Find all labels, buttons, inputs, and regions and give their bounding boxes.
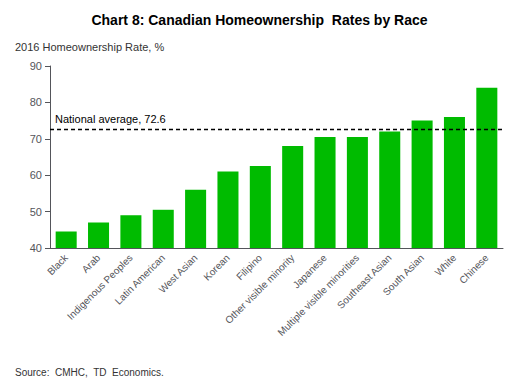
svg-text:Korean: Korean xyxy=(201,252,232,283)
svg-text:40: 40 xyxy=(30,242,42,254)
svg-text:Southeast Asian: Southeast Asian xyxy=(335,252,394,311)
svg-text:Japanese: Japanese xyxy=(290,252,329,291)
svg-text:60: 60 xyxy=(30,169,42,181)
svg-text:70: 70 xyxy=(30,133,42,145)
svg-text:Filipino: Filipino xyxy=(234,252,264,282)
svg-text:Latin American: Latin American xyxy=(113,252,167,306)
svg-text:Other visible minority: Other visible minority xyxy=(223,252,297,326)
svg-text:National average, 72.6: National average, 72.6 xyxy=(55,113,166,125)
svg-text:Multiple visible minorities: Multiple visible minorities xyxy=(275,252,362,338)
svg-text:90: 90 xyxy=(30,60,42,72)
svg-text:Chinese: Chinese xyxy=(457,252,491,286)
svg-text:South Asian: South Asian xyxy=(381,252,426,297)
svg-text:50: 50 xyxy=(30,206,42,218)
svg-text:West Asian: West Asian xyxy=(157,252,200,295)
svg-text:Chart 8: Canadian Homeownershi: Chart 8: Canadian Homeownership Rates by… xyxy=(91,12,427,28)
svg-text:Source: CMHC, TD Economics.: Source: CMHC, TD Economics. xyxy=(15,367,164,378)
svg-text:Black: Black xyxy=(45,252,70,277)
svg-text:Arab: Arab xyxy=(80,252,103,275)
svg-text:2016 Homeownership Rate, %: 2016 Homeownership Rate, % xyxy=(15,41,164,53)
svg-text:Indigenous Peoples: Indigenous Peoples xyxy=(65,252,135,322)
svg-text:White: White xyxy=(433,252,459,278)
svg-text:80: 80 xyxy=(30,96,42,108)
